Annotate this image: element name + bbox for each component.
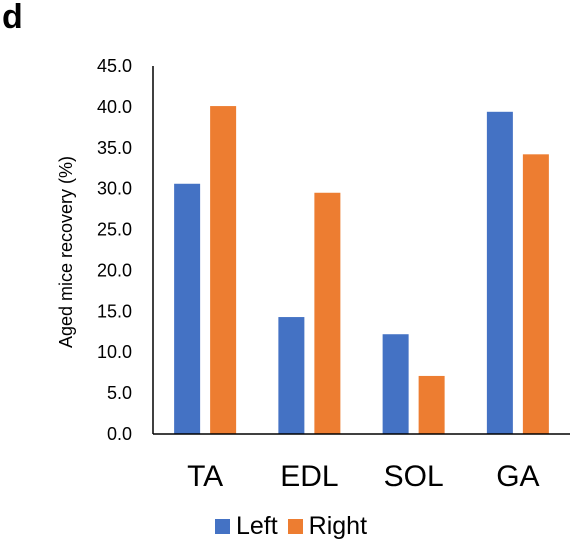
bar-left-edl xyxy=(278,317,305,434)
y-tick-label: 0.0 xyxy=(107,424,132,444)
y-tick-label: 10.0 xyxy=(97,342,132,362)
bar-right-edl xyxy=(314,192,341,434)
legend-swatch-left xyxy=(214,519,230,534)
bar-left-ta xyxy=(174,183,201,434)
legend: Left Right xyxy=(0,512,582,541)
legend-swatch-right xyxy=(287,519,303,534)
y-tick-label: 5.0 xyxy=(107,383,132,403)
x-tick-label: SOL xyxy=(384,460,444,493)
x-tick-label: EDL xyxy=(280,460,338,493)
y-axis-ticks: 0.0 5.0 10.0 15.0 20.0 25.0 30.0 35.0 40.0 45.0 xyxy=(97,56,132,444)
legend-item-right: Right xyxy=(287,512,368,541)
bar-right-ga xyxy=(522,154,549,434)
bar-right-ta xyxy=(210,106,237,435)
legend-label-right: Right xyxy=(308,512,368,540)
legend-label-left: Left xyxy=(235,512,278,540)
y-tick-label: 20.0 xyxy=(97,260,132,280)
bar-left-sol xyxy=(382,334,409,434)
y-tick-label: 30.0 xyxy=(97,179,132,199)
panel-label: d xyxy=(2,0,23,36)
bar-right-sol xyxy=(418,375,445,434)
y-tick-label: 40.0 xyxy=(97,97,132,117)
y-tick-label: 45.0 xyxy=(97,56,132,76)
x-axis-ticks: TA EDL SOL GA xyxy=(187,460,539,493)
x-tick-label: TA xyxy=(187,460,223,493)
y-tick-label: 35.0 xyxy=(97,138,132,158)
bars xyxy=(174,106,549,435)
bar-left-ga xyxy=(486,111,513,434)
y-axis-label: Aged mice recovery (%) xyxy=(56,156,76,348)
x-tick-label: GA xyxy=(496,460,539,493)
y-tick-label: 15.0 xyxy=(97,301,132,321)
legend-item-left: Left xyxy=(214,512,278,541)
y-tick-label: 25.0 xyxy=(97,220,132,240)
